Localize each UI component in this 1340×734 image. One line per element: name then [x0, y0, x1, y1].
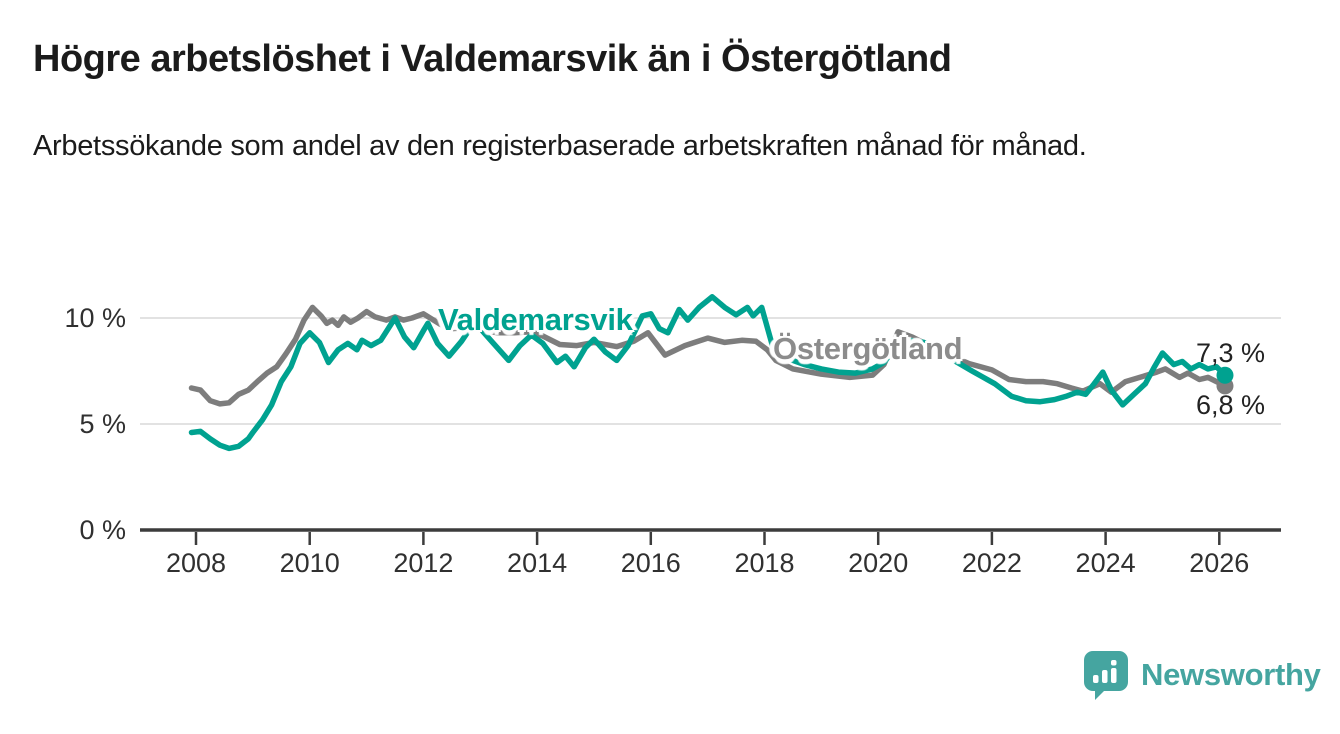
x-tick-label: 2018 [734, 548, 795, 578]
end-value-label-ostergotland: 6,8 % [1196, 390, 1266, 420]
page-title: Högre arbetslöshet i Valdemarsvik än i Ö… [33, 38, 952, 80]
end-value-label-valdemarsvik: 7,3 % [1196, 338, 1266, 368]
x-tick-label: 2012 [393, 548, 454, 578]
logo-dot [1111, 660, 1117, 666]
y-tick-label: 5 % [79, 409, 126, 439]
newsworthy-logo: Newsworthy [1083, 650, 1321, 700]
newsworthy-logo-text: Newsworthy [1141, 657, 1321, 692]
x-tick-label: 2026 [1189, 548, 1250, 578]
x-tick-label: 2014 [507, 548, 568, 578]
x-tick-label: 2022 [961, 548, 1022, 578]
series-line-valdemarsvik [188, 294, 1228, 452]
newsworthy-logo-icon [1084, 651, 1128, 700]
series-line-ostergotland [188, 304, 1228, 407]
logo-bar-1 [1093, 675, 1099, 683]
x-tick-label: 2024 [1075, 548, 1136, 578]
x-tick-label: 2010 [279, 548, 340, 578]
page-subtitle: Arbetssökande som andel av den registerb… [33, 130, 1087, 162]
series-label-valdemarsvik: Valdemarsvik [438, 302, 633, 337]
x-tick-label: 2008 [165, 548, 227, 578]
x-tick-label: 2020 [848, 548, 909, 578]
logo-bar-3 [1111, 668, 1117, 683]
y-tick-label: 0 % [79, 515, 126, 545]
end-dot-valdemarsvik [1216, 366, 1234, 384]
x-tick-label: 2016 [620, 548, 681, 578]
series-label-ostergotland: Östergötland [773, 331, 963, 366]
y-tick-label: 10 % [64, 303, 126, 333]
logo-bar-2 [1102, 670, 1108, 683]
